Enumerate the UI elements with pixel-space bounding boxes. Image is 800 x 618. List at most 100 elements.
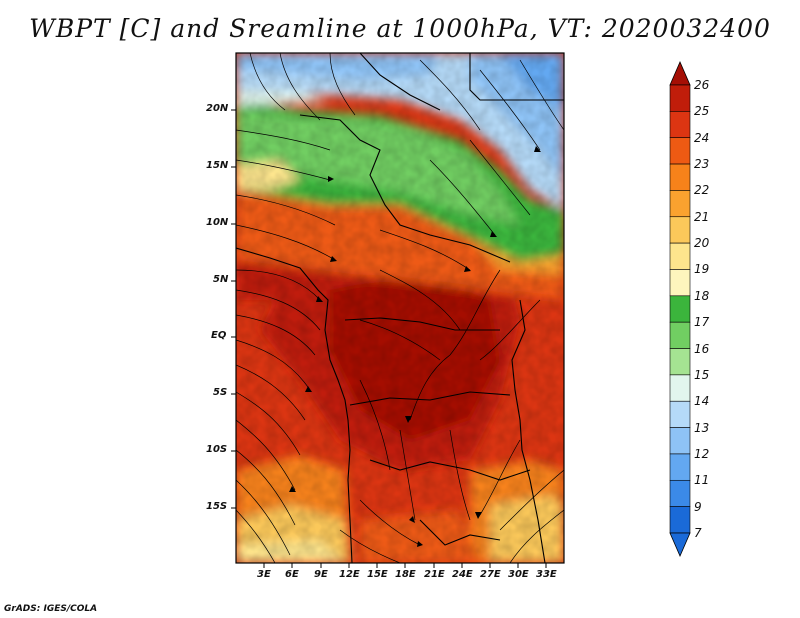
- north-border: [359, 53, 441, 111]
- streamline: [409, 354, 451, 421]
- lat-label: 15S: [206, 501, 228, 512]
- colorbar-cell: [669, 84, 691, 112]
- arrow-head: [417, 541, 423, 547]
- streamline: [236, 314, 316, 356]
- streamline: [236, 391, 301, 456]
- northeast-border: [469, 53, 564, 101]
- lat-label: 10N: [206, 217, 229, 228]
- colorbar-cell: [669, 190, 691, 218]
- lon-label: 3E: [257, 569, 271, 580]
- interior-border-1: [299, 114, 511, 263]
- colorbar-cell: [669, 216, 691, 244]
- streamline: [479, 69, 541, 151]
- colorbar-label: 11: [694, 473, 710, 488]
- lon-label: 33E: [536, 569, 557, 580]
- west-coastline: [236, 247, 353, 563]
- lon-label: 9E: [314, 569, 328, 580]
- axis-ticks: [231, 109, 547, 568]
- arrow-head: [534, 146, 541, 152]
- lon-label: 15E: [367, 569, 388, 580]
- colorbar-cell: [669, 111, 691, 139]
- lon-label: 6E: [285, 569, 299, 580]
- east-lakes-border: [511, 299, 546, 563]
- streamline: [419, 59, 481, 131]
- colorbar-cell: [669, 137, 691, 165]
- streamline: [339, 529, 401, 563]
- colorbar-label: 19: [694, 262, 710, 277]
- streamline: [429, 159, 496, 236]
- lat-label: 5S: [213, 387, 228, 398]
- interior-border-3: [349, 391, 511, 406]
- colorbar-label: 18: [694, 288, 710, 303]
- colorbar: [669, 60, 691, 558]
- colorbar-cell: [669, 400, 691, 428]
- streamline: [236, 479, 291, 556]
- interior-border-4: [369, 459, 531, 481]
- streamline: [236, 449, 296, 526]
- streamline-arrows: [289, 146, 541, 547]
- colorbar-cell: [669, 321, 691, 349]
- lon-label: 24E: [452, 569, 473, 580]
- streamline: [479, 439, 521, 516]
- streamline: [469, 139, 531, 216]
- streamline: [236, 339, 311, 391]
- arrow-head: [289, 486, 296, 492]
- streamlines: [236, 53, 564, 563]
- lat-label: EQ: [211, 330, 227, 341]
- colorbar-label: 21: [694, 209, 710, 224]
- map-plot-area: [236, 53, 564, 563]
- lon-label: 12E: [339, 569, 360, 580]
- colorbar-cell: [669, 374, 691, 402]
- lat-label: 5N: [213, 274, 229, 285]
- streamline: [279, 53, 321, 121]
- colorbar-cell: [669, 453, 691, 481]
- arrow-head: [464, 266, 471, 272]
- lat-label: 20N: [206, 103, 229, 114]
- colorbar-label: 12: [694, 446, 710, 461]
- interior-border-2: [344, 317, 500, 331]
- arrow-head: [330, 256, 337, 262]
- streamline: [379, 229, 471, 271]
- streamline: [236, 129, 331, 151]
- field-texture: [236, 53, 564, 563]
- arrow-head: [305, 386, 312, 392]
- lon-label: 30E: [508, 569, 529, 580]
- streamline: [249, 53, 286, 111]
- lat-label: 15N: [206, 160, 229, 171]
- colorbar-label: 13: [694, 420, 710, 435]
- colorbar-label: 26: [694, 78, 710, 92]
- credit-text: GrADS: IGES/COLA: [4, 604, 98, 614]
- colorbar-label: 20: [694, 236, 710, 251]
- streamline: [236, 159, 331, 181]
- arrow-head: [316, 296, 323, 302]
- colorbar-cell: [669, 427, 691, 455]
- map-frame: [235, 52, 565, 564]
- streamline: [399, 429, 416, 521]
- streamline: [449, 269, 501, 356]
- colorbar-cell: [669, 242, 691, 270]
- lon-label: 27E: [480, 569, 501, 580]
- streamline: [359, 319, 441, 361]
- streamline: [509, 509, 564, 563]
- colorbar-label: 9: [694, 499, 702, 514]
- streamline: [449, 429, 471, 521]
- colorbar-cell: [669, 295, 691, 323]
- colorbar-label: 23: [694, 157, 710, 172]
- lon-label: 21E: [424, 569, 445, 580]
- streamline: [499, 469, 564, 531]
- arrow-head: [475, 512, 482, 519]
- colorbar-cell: [669, 348, 691, 376]
- colorbar-label: 14: [694, 394, 710, 409]
- streamline: [236, 269, 321, 301]
- streamline: [236, 289, 321, 331]
- streamline: [519, 59, 564, 131]
- arrow-head: [405, 416, 412, 423]
- colorbar-top-arrow: [669, 60, 691, 86]
- colorbar-label: 15: [694, 367, 710, 382]
- south-border: [419, 519, 501, 546]
- streamline: [359, 379, 391, 471]
- arrow-head: [490, 231, 497, 237]
- lon-label: 18E: [395, 569, 416, 580]
- colorbar-cell: [669, 506, 691, 534]
